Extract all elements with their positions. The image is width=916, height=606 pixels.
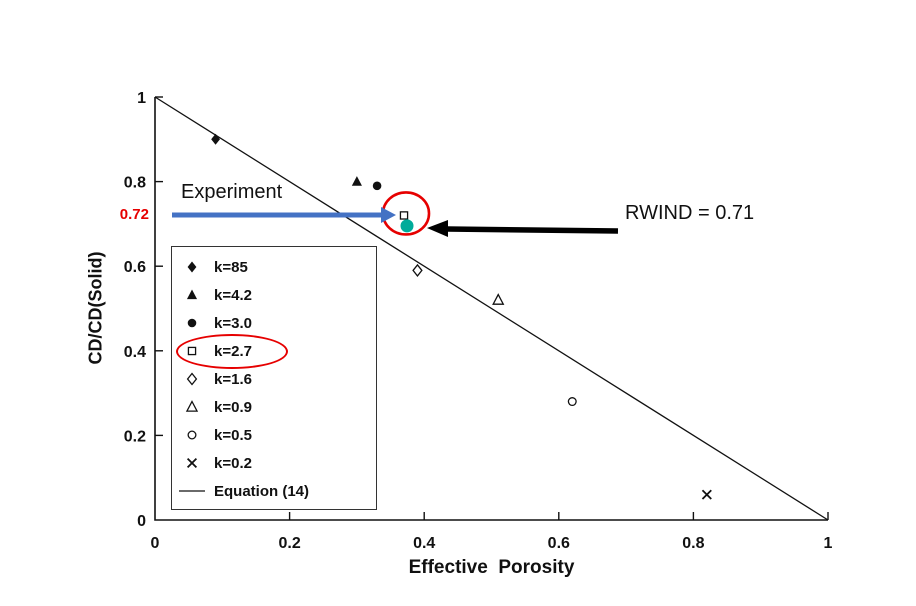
triangle-open-legend-glyph — [185, 400, 199, 412]
legend-item-k-2.7: k=2.7 — [172, 337, 376, 365]
rwind-arrow — [446, 226, 619, 234]
point-k=0.2 — [701, 489, 712, 500]
legend-label: k=0.9 — [214, 398, 252, 416]
experiment-label: Experiment — [181, 181, 283, 203]
legend-item-k-0.9: k=0.9 — [172, 393, 376, 421]
x-tick-label: 0.2 — [278, 535, 300, 552]
point-k=2.7 — [399, 211, 409, 220]
point-k=0.9 — [492, 293, 505, 305]
rwind-value-label: RWIND = 0.71 — [625, 202, 755, 224]
x-tick-label: 0 — [151, 535, 160, 552]
point-k=4.2 — [351, 176, 362, 186]
legend-label: k=4.2 — [214, 286, 252, 304]
square-open-icon — [187, 346, 197, 356]
triangle-filled-legend-glyph — [186, 289, 198, 300]
x-icon — [186, 457, 198, 469]
legend-item-Equation--14-: Equation (14) — [172, 477, 376, 505]
x-legend-glyph — [186, 457, 198, 469]
y-tick-label: 0.6 — [124, 259, 146, 276]
x-tick-label: 1 — [824, 535, 833, 552]
legend-item-k-4.2: k=4.2 — [172, 281, 376, 309]
line-icon — [179, 490, 205, 492]
y-tick-label: 0.8 — [124, 175, 146, 192]
legend-item-k-85: k=85 — [172, 253, 376, 281]
point-k=1.6 — [412, 263, 423, 277]
legend-label: k=0.2 — [214, 454, 252, 472]
legend-label: k=1.6 — [214, 370, 252, 388]
equation-line — [154, 96, 829, 521]
legend-label: k=85 — [214, 258, 248, 276]
legend-label: Equation (14) — [214, 482, 310, 500]
x-tick-label: 0.6 — [548, 535, 570, 552]
triangle-filled-icon — [186, 289, 198, 300]
rwind-arrow-head — [427, 220, 448, 237]
y-value-highlight-label: 0.72 — [119, 206, 149, 223]
y-tick-label: 0.2 — [124, 428, 146, 445]
legend-label: k=3.0 — [214, 314, 252, 332]
axes — [154, 97, 828, 521]
legend-item-k-0.5: k=0.5 — [172, 421, 376, 449]
y-tick-label: 0 — [137, 513, 146, 530]
circle-open-icon — [187, 430, 197, 440]
circle-filled-legend-glyph — [187, 318, 197, 328]
x-tick-label: 0.8 — [682, 535, 704, 552]
y-tick-label: 0.4 — [124, 344, 146, 361]
diamond-filled-legend-glyph — [187, 261, 197, 273]
legend-item-k-1.6: k=1.6 — [172, 365, 376, 393]
y-axis-title: CD/CD(Solid) — [85, 251, 106, 365]
legend-label: k=0.5 — [214, 426, 252, 444]
legend-box: k=85 k=4.2 k=3.0 k=2.7 k=1.6 k=0.9 k=0.5 k=0.2 E… — [171, 246, 377, 510]
circle-open-legend-glyph — [187, 430, 197, 440]
y-tick-label: 1 — [137, 90, 146, 107]
diamond-open-legend-glyph — [186, 372, 198, 386]
point-k=0.5 — [567, 397, 577, 407]
experiment-arrow-head — [381, 207, 396, 223]
point-k=3.0 — [372, 181, 382, 191]
diamond-open-icon — [186, 372, 198, 386]
legend-label: k=2.7 — [214, 342, 252, 360]
x-axis-title: Effective Porosity — [408, 557, 575, 578]
diamond-filled-icon — [187, 261, 197, 273]
legend-item-k-3.0: k=3.0 — [172, 309, 376, 337]
square-open-legend-glyph — [187, 346, 197, 356]
legend-item-k-0.2: k=0.2 — [172, 449, 376, 477]
rwind-dot — [400, 219, 414, 233]
point-k=85 — [211, 133, 220, 145]
circle-filled-icon — [187, 318, 197, 328]
triangle-open-icon — [185, 400, 199, 412]
x-tick-label: 0.4 — [413, 535, 435, 552]
